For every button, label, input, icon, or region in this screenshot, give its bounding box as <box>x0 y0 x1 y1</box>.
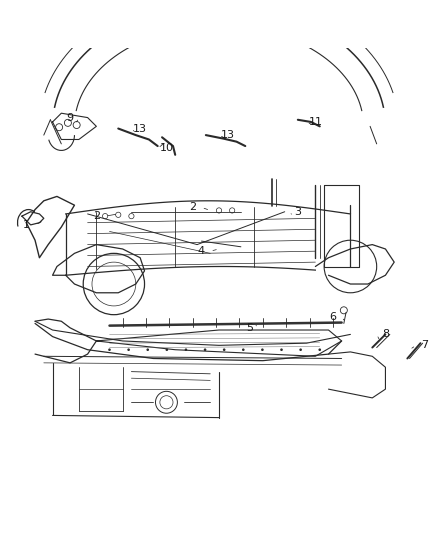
Text: 1: 1 <box>23 220 30 230</box>
Circle shape <box>242 349 244 351</box>
Text: 3: 3 <box>294 207 301 217</box>
Circle shape <box>185 349 187 351</box>
Circle shape <box>146 349 149 351</box>
Text: 2: 2 <box>93 211 100 221</box>
Text: 6: 6 <box>329 312 336 322</box>
Text: 2: 2 <box>189 203 196 212</box>
Text: 9: 9 <box>67 112 74 123</box>
Circle shape <box>299 349 302 351</box>
Circle shape <box>108 349 111 351</box>
Text: 13: 13 <box>133 124 147 134</box>
Circle shape <box>166 349 168 351</box>
Text: 13: 13 <box>221 130 235 140</box>
Circle shape <box>204 349 206 351</box>
Text: 7: 7 <box>421 341 428 350</box>
Circle shape <box>280 349 283 351</box>
Text: 10: 10 <box>159 143 173 154</box>
Circle shape <box>318 349 321 351</box>
Circle shape <box>223 349 226 351</box>
Circle shape <box>261 349 264 351</box>
Text: 4: 4 <box>198 246 205 256</box>
Circle shape <box>127 349 130 351</box>
Text: 11: 11 <box>308 117 322 127</box>
Text: 8: 8 <box>382 329 389 340</box>
Text: 5: 5 <box>246 323 253 333</box>
